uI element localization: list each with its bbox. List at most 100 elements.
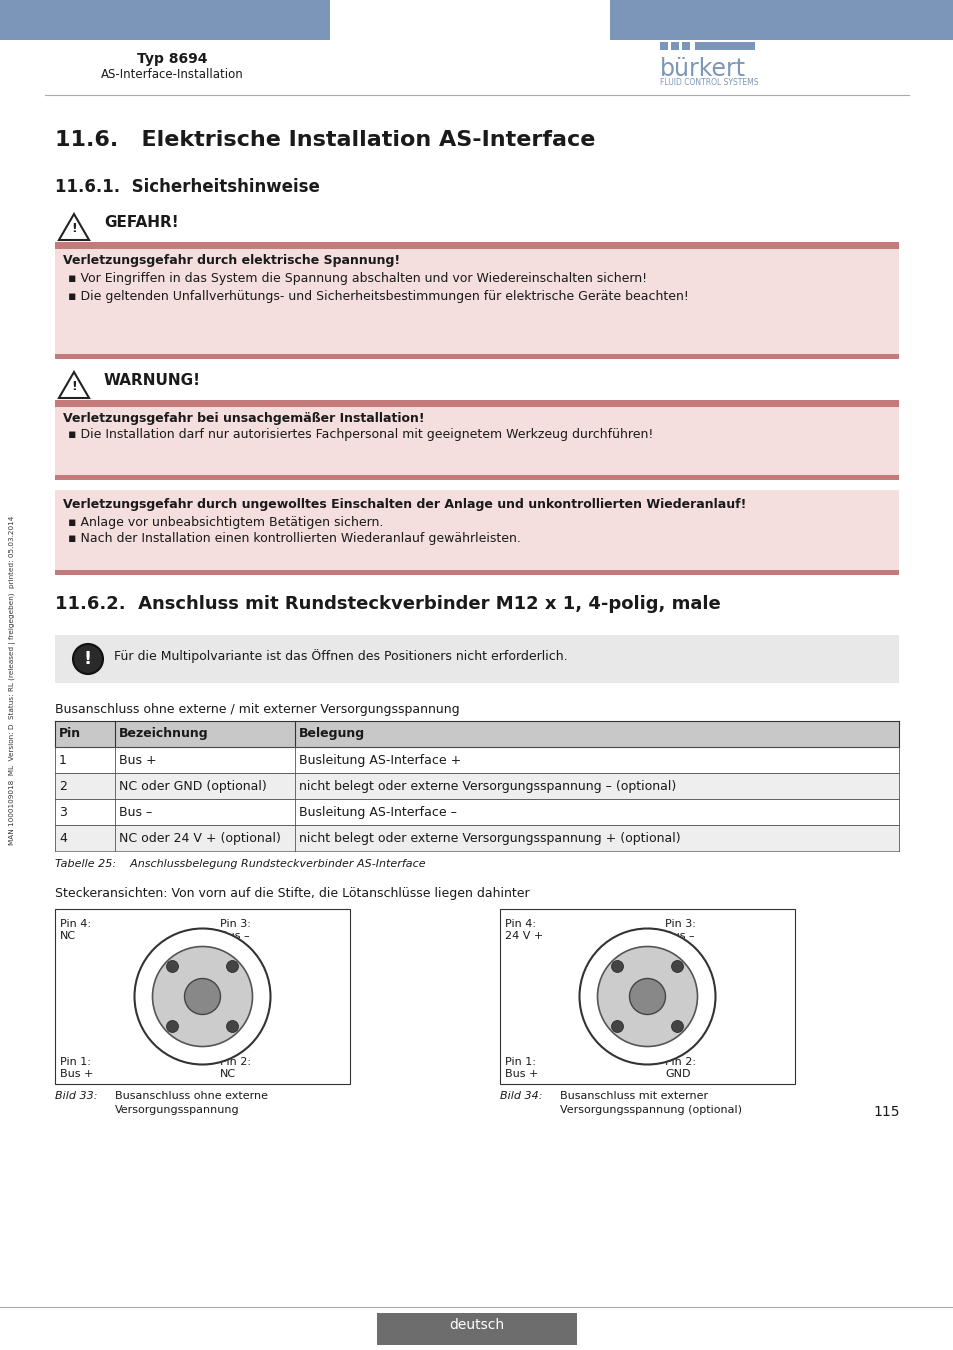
Text: bürkert: bürkert (659, 57, 745, 81)
Text: FLUID CONTROL SYSTEMS: FLUID CONTROL SYSTEMS (659, 78, 758, 86)
Text: Pin 2:: Pin 2: (664, 1057, 696, 1066)
Bar (55, 475, 898, 481)
Text: Pin 1:: Pin 1: (60, 1057, 91, 1066)
Circle shape (671, 960, 682, 972)
Circle shape (167, 1021, 178, 1033)
Text: Verletzungsgefahr bei unsachgemäßer Installation!: Verletzungsgefahr bei unsachgemäßer Inst… (63, 412, 424, 425)
Polygon shape (59, 215, 89, 240)
Text: deutsch: deutsch (449, 1318, 504, 1332)
Text: Pin 3:: Pin 3: (664, 919, 695, 929)
Text: ▪ Die Installation darf nur autorisiertes Fachpersonal mit geeignetem Werkzeug d: ▪ Die Installation darf nur autorisierte… (68, 428, 653, 441)
Circle shape (226, 1021, 238, 1033)
Text: Busleitung AS-Interface –: Busleitung AS-Interface – (298, 806, 456, 819)
Text: Verletzungsgefahr durch elektrische Spannung!: Verletzungsgefahr durch elektrische Span… (63, 254, 399, 267)
Bar (55, 721, 898, 747)
Bar (681, 42, 689, 50)
Text: Busanschluss mit externer: Busanschluss mit externer (559, 1091, 707, 1102)
Text: WARNUNG!: WARNUNG! (104, 373, 201, 387)
Text: 11.6.   Elektrische Installation AS-Interface: 11.6. Elektrische Installation AS-Interf… (55, 130, 595, 150)
Bar (670, 42, 679, 50)
Text: Versorgungsspannung: Versorgungsspannung (115, 1106, 239, 1115)
Text: 11.6.2.  Anschluss mit Rundsteckverbinder M12 x 1, 4-polig, male: 11.6.2. Anschluss mit Rundsteckverbinder… (55, 595, 720, 613)
Text: Busanschluss ohne externe: Busanschluss ohne externe (115, 1091, 268, 1102)
Circle shape (73, 644, 103, 674)
Bar (55, 354, 898, 359)
Text: Typ 8694: Typ 8694 (136, 53, 207, 66)
Text: Verletzungsgefahr durch ungewolltes Einschalten der Anlage und unkontrollierten : Verletzungsgefahr durch ungewolltes Eins… (63, 498, 745, 512)
Polygon shape (59, 373, 89, 398)
Text: 11.6.1.  Sicherheitshinweise: 11.6.1. Sicherheitshinweise (55, 178, 319, 196)
Text: Bus +: Bus + (119, 755, 156, 767)
Text: Pin 4:: Pin 4: (60, 919, 91, 929)
Text: Bus +: Bus + (60, 1069, 93, 1079)
Text: GND: GND (664, 1069, 690, 1079)
Circle shape (611, 1021, 623, 1033)
Text: MAN 1000109018  ML  Version: D  Status: RL (released | freigegeben)  printed: 05: MAN 1000109018 ML Version: D Status: RL … (10, 516, 16, 845)
Text: NC: NC (220, 1069, 236, 1079)
Text: NC oder GND (optional): NC oder GND (optional) (119, 780, 267, 792)
Text: 3: 3 (59, 806, 67, 819)
Text: 24 V +: 24 V + (504, 931, 542, 941)
Text: Pin 4:: Pin 4: (504, 919, 536, 929)
Text: Pin: Pin (59, 728, 81, 740)
Text: Bus –: Bus – (664, 931, 694, 941)
Text: Bus –: Bus – (220, 931, 250, 941)
Circle shape (578, 929, 715, 1065)
Text: Pin 2:: Pin 2: (220, 1057, 251, 1066)
Bar (55, 400, 898, 406)
Text: AS-Interface-Installation: AS-Interface-Installation (100, 68, 243, 81)
Text: Belegung: Belegung (298, 728, 365, 740)
Text: ▪ Nach der Installation einen kontrollierten Wiederanlauf gewährleisten.: ▪ Nach der Installation einen kontrollie… (68, 532, 520, 545)
Text: NC oder 24 V + (optional): NC oder 24 V + (optional) (119, 832, 280, 845)
Text: GEFAHR!: GEFAHR! (104, 215, 178, 230)
Text: nicht belegt oder externe Versorgungsspannung – (optional): nicht belegt oder externe Versorgungsspa… (298, 780, 676, 792)
Text: Für die Multipolvariante ist das Öffnen des Positioners nicht erforderlich.: Für die Multipolvariante ist das Öffnen … (113, 649, 567, 663)
Bar (55, 747, 898, 774)
Bar (55, 490, 898, 570)
Circle shape (629, 979, 665, 1014)
Text: NC: NC (60, 931, 76, 941)
Text: nicht belegt oder externe Versorgungsspannung + (optional): nicht belegt oder externe Versorgungsspa… (298, 832, 679, 845)
Bar (0, 0, 330, 40)
Circle shape (597, 946, 697, 1046)
Text: Busleitung AS-Interface +: Busleitung AS-Interface + (298, 755, 460, 767)
Text: ▪ Die geltenden Unfallverhütungs- und Sicherheitsbestimmungen für elektrische Ge: ▪ Die geltenden Unfallverhütungs- und Si… (68, 290, 688, 302)
Text: Tabelle 25:    Anschlussbelegung Rundsteckverbinder AS-Interface: Tabelle 25: Anschlussbelegung Rundsteckv… (55, 859, 425, 869)
Text: !: ! (84, 649, 92, 668)
Circle shape (167, 960, 178, 972)
Text: 2: 2 (59, 780, 67, 792)
Text: ▪ Vor Eingriffen in das System die Spannung abschalten und vor Wiedereinschalten: ▪ Vor Eingriffen in das System die Spann… (68, 271, 646, 285)
Bar (55, 406, 898, 475)
Bar (55, 799, 898, 825)
Text: Versorgungsspannung (optional): Versorgungsspannung (optional) (559, 1106, 741, 1115)
Bar (55, 242, 898, 248)
Bar (55, 909, 350, 1084)
Text: Steckeransichten: Von vorn auf die Stifte, die Lötanschlüsse liegen dahinter: Steckeransichten: Von vorn auf die Stift… (55, 887, 529, 900)
Text: Pin 1:: Pin 1: (504, 1057, 536, 1066)
Text: Bus –: Bus – (119, 806, 152, 819)
Text: Bild 33:: Bild 33: (55, 1091, 97, 1102)
Text: ▪ Anlage vor unbeabsichtigtem Betätigen sichern.: ▪ Anlage vor unbeabsichtigtem Betätigen … (68, 516, 383, 529)
Bar (659, 42, 667, 50)
Bar (55, 634, 898, 683)
Bar (695, 42, 754, 50)
Circle shape (611, 960, 623, 972)
Text: !: ! (71, 221, 77, 235)
Bar (55, 825, 898, 850)
Text: 1: 1 (59, 755, 67, 767)
Circle shape (152, 946, 253, 1046)
Bar (55, 774, 898, 799)
Text: Busanschluss ohne externe / mit externer Versorgungsspannung: Busanschluss ohne externe / mit externer… (55, 703, 459, 716)
Text: 115: 115 (873, 1106, 899, 1119)
Text: Bezeichnung: Bezeichnung (119, 728, 209, 740)
Text: Pin 3:: Pin 3: (220, 919, 251, 929)
Bar (55, 248, 898, 354)
Bar (376, 1314, 577, 1345)
Text: Bild 34:: Bild 34: (499, 1091, 542, 1102)
Text: Bus +: Bus + (504, 1069, 537, 1079)
Bar (609, 0, 953, 40)
Bar (55, 570, 898, 575)
Circle shape (184, 979, 220, 1014)
Circle shape (134, 929, 271, 1065)
Text: 4: 4 (59, 832, 67, 845)
